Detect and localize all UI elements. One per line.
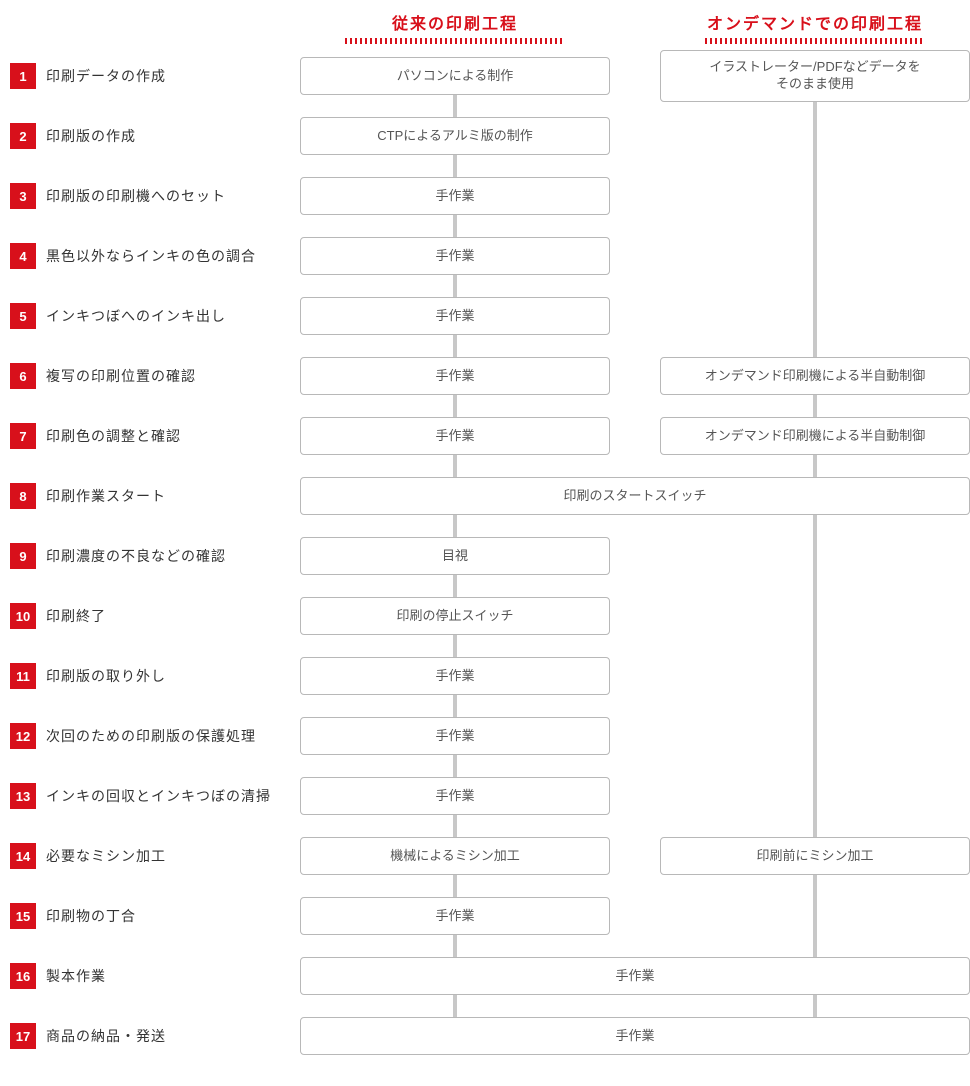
process-box-ondemand: イラストレーター/PDFなどデータを そのまま使用 <box>660 50 970 102</box>
process-row: 4 黒色以外ならインキの色の調合 手作業 <box>10 236 960 276</box>
step-label: 16 製本作業 <box>10 963 300 989</box>
process-row: 5 インキつぼへのインキ出し 手作業 <box>10 296 960 336</box>
step-label: 17 商品の納品・発送 <box>10 1023 300 1049</box>
process-box-traditional: 目視 <box>300 537 610 575</box>
column-headers: 従来の印刷工程 オンデマンドでの印刷工程 <box>10 10 960 44</box>
header-traditional-text: 従来の印刷工程 <box>392 16 518 33</box>
step-number: 8 <box>10 483 36 509</box>
process-row: 16製本作業手作業 <box>10 956 960 996</box>
process-box-traditional: CTPによるアルミ版の制作 <box>300 117 610 155</box>
process-row: 6複写の印刷位置の確認手作業オンデマンド印刷機による半自動制御 <box>10 356 960 396</box>
process-row: 13 インキの回収とインキつぼの清掃 手作業 <box>10 776 960 816</box>
process-row: 11 印刷版の取り外し 手作業 <box>10 656 960 696</box>
step-label: 6 複写の印刷位置の確認 <box>10 363 300 389</box>
process-box-traditional: 手作業 <box>300 777 610 815</box>
step-number: 7 <box>10 423 36 449</box>
process-row: 10 印刷終了 印刷の停止スイッチ <box>10 596 960 636</box>
step-label: 11 印刷版の取り外し <box>10 663 300 689</box>
process-box-traditional: パソコンによる制作 <box>300 57 610 95</box>
step-text: 印刷版の印刷機へのセット <box>46 186 226 206</box>
step-number: 3 <box>10 183 36 209</box>
step-text: インキつぼへのインキ出し <box>46 306 226 326</box>
process-row: 3 印刷版の印刷機へのセット 手作業 <box>10 176 960 216</box>
step-text: 複写の印刷位置の確認 <box>46 366 196 386</box>
header-traditional: 従来の印刷工程 <box>300 10 610 44</box>
step-number: 17 <box>10 1023 36 1049</box>
header-underline <box>345 38 565 44</box>
rows-container: 1印刷データの作成パソコンによる制作イラストレーター/PDFなどデータを そのま… <box>10 56 960 1056</box>
step-label: 8 印刷作業スタート <box>10 483 300 509</box>
step-label: 2 印刷版の作成 <box>10 123 300 149</box>
process-box-traditional: 手作業 <box>300 357 610 395</box>
header-ondemand: オンデマンドでの印刷工程 <box>660 10 970 44</box>
step-number: 11 <box>10 663 36 689</box>
process-box-traditional: 手作業 <box>300 717 610 755</box>
process-box-traditional: 手作業 <box>300 417 610 455</box>
process-box-traditional: 手作業 <box>300 297 610 335</box>
step-label: 12 次回のための印刷版の保護処理 <box>10 723 300 749</box>
step-number: 9 <box>10 543 36 569</box>
step-number: 2 <box>10 123 36 149</box>
step-label: 4 黒色以外ならインキの色の調合 <box>10 243 300 269</box>
process-box-ondemand: 印刷前にミシン加工 <box>660 837 970 875</box>
process-row: 14必要なミシン加工機械によるミシン加工印刷前にミシン加工 <box>10 836 960 876</box>
header-ondemand-text: オンデマンドでの印刷工程 <box>707 16 923 33</box>
step-label: 13 インキの回収とインキつぼの清掃 <box>10 783 300 809</box>
step-number: 16 <box>10 963 36 989</box>
step-label: 5 インキつぼへのインキ出し <box>10 303 300 329</box>
step-number: 10 <box>10 603 36 629</box>
step-number: 12 <box>10 723 36 749</box>
step-number: 4 <box>10 243 36 269</box>
step-text: 製本作業 <box>46 966 106 986</box>
step-label: 3 印刷版の印刷機へのセット <box>10 183 300 209</box>
step-number: 13 <box>10 783 36 809</box>
process-box-merged: 手作業 <box>300 1017 970 1055</box>
process-row: 9 印刷濃度の不良などの確認 目視 <box>10 536 960 576</box>
step-text: 印刷版の作成 <box>46 126 136 146</box>
step-number: 1 <box>10 63 36 89</box>
step-text: 黒色以外ならインキの色の調合 <box>46 246 256 266</box>
step-text: 印刷終了 <box>46 606 106 626</box>
comparison-diagram: 従来の印刷工程 オンデマンドでの印刷工程 1 印刷データの作成 パソコンによる制作イ… <box>10 10 960 1056</box>
process-box-traditional: 印刷の停止スイッチ <box>300 597 610 635</box>
process-box-traditional: 手作業 <box>300 237 610 275</box>
step-text: 印刷色の調整と確認 <box>46 426 181 446</box>
process-box-ondemand: オンデマンド印刷機による半自動制御 <box>660 357 970 395</box>
step-label: 9 印刷濃度の不良などの確認 <box>10 543 300 569</box>
process-row: 8印刷作業スタート印刷のスタートスイッチ <box>10 476 960 516</box>
step-text: 印刷データの作成 <box>46 66 166 86</box>
process-row: 2 印刷版の作成 CTPによるアルミ版の制作 <box>10 116 960 156</box>
process-row: 17商品の納品・発送手作業 <box>10 1016 960 1056</box>
step-label: 7 印刷色の調整と確認 <box>10 423 300 449</box>
step-number: 15 <box>10 903 36 929</box>
step-label: 10 印刷終了 <box>10 603 300 629</box>
process-box-traditional: 手作業 <box>300 897 610 935</box>
step-text: 必要なミシン加工 <box>46 846 166 866</box>
step-label: 1 印刷データの作成 <box>10 63 300 89</box>
process-box-merged: 印刷のスタートスイッチ <box>300 477 970 515</box>
process-row: 12 次回のための印刷版の保護処理 手作業 <box>10 716 960 756</box>
step-text: 商品の納品・発送 <box>46 1026 166 1046</box>
step-number: 5 <box>10 303 36 329</box>
step-number: 6 <box>10 363 36 389</box>
step-label: 14 必要なミシン加工 <box>10 843 300 869</box>
step-text: 次回のための印刷版の保護処理 <box>46 726 256 746</box>
step-text: 印刷物の丁合 <box>46 906 136 926</box>
step-text: 印刷版の取り外し <box>46 666 166 686</box>
process-row: 1印刷データの作成パソコンによる制作イラストレーター/PDFなどデータを そのま… <box>10 56 960 96</box>
step-text: 印刷作業スタート <box>46 486 166 506</box>
process-box-traditional: 手作業 <box>300 657 610 695</box>
connector-col-b <box>813 496 817 856</box>
header-underline <box>705 38 925 44</box>
process-row: 15 印刷物の丁合 手作業 <box>10 896 960 936</box>
step-label: 15 印刷物の丁合 <box>10 903 300 929</box>
process-row: 7印刷色の調整と確認手作業オンデマンド印刷機による半自動制御 <box>10 416 960 456</box>
step-text: 印刷濃度の不良などの確認 <box>46 546 226 566</box>
process-box-merged: 手作業 <box>300 957 970 995</box>
step-number: 14 <box>10 843 36 869</box>
process-box-ondemand: オンデマンド印刷機による半自動制御 <box>660 417 970 455</box>
process-box-traditional: 機械によるミシン加工 <box>300 837 610 875</box>
process-box-traditional: 手作業 <box>300 177 610 215</box>
step-text: インキの回収とインキつぼの清掃 <box>46 786 271 806</box>
